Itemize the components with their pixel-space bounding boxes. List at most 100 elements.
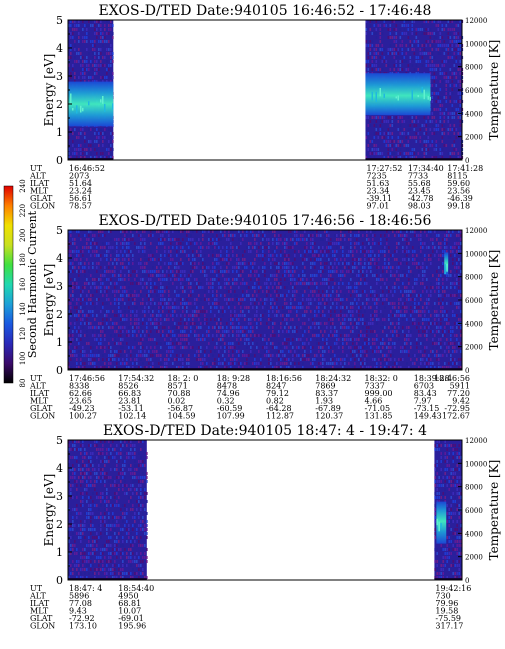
chart-title: EXOS-D/TED Date:940105 18:47: 4 - 19:47:… xyxy=(103,423,427,439)
orbit-row-label: ALT xyxy=(29,172,46,181)
chart-title: EXOS-D/TED Date:940105 16:46:52 - 17:46:… xyxy=(99,3,432,19)
bright-band xyxy=(68,81,114,127)
orbit-value: 55.68 xyxy=(408,179,431,188)
y-tick-label: 5 xyxy=(56,224,63,237)
panels: EXOS-D/TED Date:940105 16:46:52 - 17:46:… xyxy=(29,3,501,631)
orbit-value: 17:27:52 xyxy=(366,164,402,173)
orbit-value: 730 xyxy=(435,592,450,601)
orbit-value: 149.43 xyxy=(414,412,442,421)
y2-tick-label: 2000 xyxy=(465,344,483,352)
orbit-value: 1.93 xyxy=(315,397,333,406)
y2-tick-label: 10000 xyxy=(465,40,487,48)
orbit-row-label: ALT xyxy=(29,382,46,391)
orbit-row-label: MLT xyxy=(30,187,49,196)
y-tick-label: 4 xyxy=(56,252,63,265)
orbit-row-label: UT xyxy=(30,374,43,383)
orbit-value: 7869 xyxy=(315,382,335,391)
orbit-value: 18:24:32 xyxy=(315,374,351,383)
orbit-value: 23.24 xyxy=(69,187,92,196)
colorbar-tick-label: 240 xyxy=(19,179,27,192)
orbit-value: -71.05 xyxy=(365,404,391,413)
y-tick-label: 1 xyxy=(56,336,63,349)
orbit-value: 7.97 xyxy=(414,397,432,406)
orbit-value: 62.66 xyxy=(69,389,92,398)
orbit-value: 195.96 xyxy=(118,622,146,631)
y-tick-label: 5 xyxy=(56,434,63,447)
orbit-value: -75.59 xyxy=(435,614,461,623)
orbit-value: 6703 xyxy=(414,382,434,391)
orbit-value: 23.34 xyxy=(366,187,389,196)
orbit-row-label: ILAT xyxy=(30,179,50,188)
orbit-row-label: GLAT xyxy=(30,404,53,413)
y-axis-label: Energy [eV] xyxy=(42,264,56,337)
y2-axis-label: Temperature [K] xyxy=(487,40,501,141)
y-tick-label: 0 xyxy=(56,154,63,167)
orbit-value: 77.20 xyxy=(447,389,470,398)
y-tick-label: 3 xyxy=(56,280,63,293)
orbit-value: 7733 xyxy=(408,172,428,181)
y-tick-label: 1 xyxy=(56,126,63,139)
panel-3: EXOS-D/TED Date:940105 18:47: 4 - 19:47:… xyxy=(29,423,501,631)
orbit-value: 8338 xyxy=(69,382,89,391)
y-tick-label: 4 xyxy=(56,462,63,475)
orbit-value: 8115 xyxy=(447,172,467,181)
orbit-value: 16:46:52 xyxy=(69,164,105,173)
colorbar-tick-label: 200 xyxy=(19,229,27,242)
orbit-value: 317.17 xyxy=(435,622,463,631)
orbit-value: 19:42:16 xyxy=(435,584,471,593)
bright-band xyxy=(436,501,447,544)
orbit-value: 10.07 xyxy=(118,607,141,616)
orbit-value: -53.11 xyxy=(118,404,144,413)
y2-tick-label: 12000 xyxy=(465,437,487,445)
orbit-value: -64.28 xyxy=(266,404,292,413)
orbit-value: 56.61 xyxy=(69,194,92,203)
y2-tick-label: 2000 xyxy=(465,554,483,562)
y2-tick-label: 6000 xyxy=(465,87,483,95)
y-tick-label: 2 xyxy=(56,308,63,321)
orbit-value: 77.08 xyxy=(69,599,92,608)
orbit-value: 100.27 xyxy=(69,412,97,421)
orbit-value: 18:39:28 xyxy=(414,374,450,383)
orbit-value: 83.43 xyxy=(414,389,437,398)
orbit-value: -73.15 xyxy=(414,404,440,413)
orbit-value: 4950 xyxy=(118,592,138,601)
orbit-value: 83.37 xyxy=(315,389,338,398)
y2-tick-label: 12000 xyxy=(465,17,487,25)
orbit-row-label: GLON xyxy=(30,412,55,421)
colorbar-label: Second Harmonic Current xyxy=(26,210,39,358)
y2-tick-label: 4000 xyxy=(465,110,483,118)
y-tick-label: 3 xyxy=(56,70,63,83)
orbit-value: 66.83 xyxy=(118,389,141,398)
data-segment xyxy=(68,440,148,580)
orbit-row-label: ALT xyxy=(29,592,46,601)
orbit-value: 79.96 xyxy=(435,599,458,608)
orbit-value: 98.03 xyxy=(408,202,431,211)
orbit-row-label: ILAT xyxy=(30,389,50,398)
y2-axis-label: Temperature [K] xyxy=(487,460,501,561)
y2-tick-label: 6000 xyxy=(465,297,483,305)
orbit-value: 51.63 xyxy=(366,179,389,188)
y-tick-label: 3 xyxy=(56,490,63,503)
y2-tick-label: 4000 xyxy=(465,530,483,538)
orbit-value: 99.18 xyxy=(447,202,470,211)
orbit-value: 59.60 xyxy=(447,179,470,188)
y2-tick-label: 10000 xyxy=(465,250,487,258)
orbit-value: 18:54:40 xyxy=(118,584,154,593)
orbit-value: -56.87 xyxy=(168,404,194,413)
y2-tick-label: 0 xyxy=(465,577,469,585)
orbit-value: -67.89 xyxy=(315,404,341,413)
orbit-value: 23.45 xyxy=(408,187,431,196)
orbit-value: 18: 9:28 xyxy=(217,374,250,383)
colorbar-tick-label: 120 xyxy=(19,327,27,340)
orbit-value: 5911 xyxy=(450,382,470,391)
orbit-value: 23.65 xyxy=(69,397,92,406)
y2-tick-label: 8000 xyxy=(465,64,483,72)
orbit-value: 173.10 xyxy=(69,622,97,631)
y-tick-label: 5 xyxy=(56,14,63,27)
y-tick-label: 4 xyxy=(56,42,63,55)
colorbar-tick-label: 80 xyxy=(19,379,27,388)
orbit-value: 8478 xyxy=(217,382,237,391)
orbit-value: -72.92 xyxy=(69,614,95,623)
orbit-row-label: GLON xyxy=(30,622,55,631)
y-tick-label: 1 xyxy=(56,546,63,559)
